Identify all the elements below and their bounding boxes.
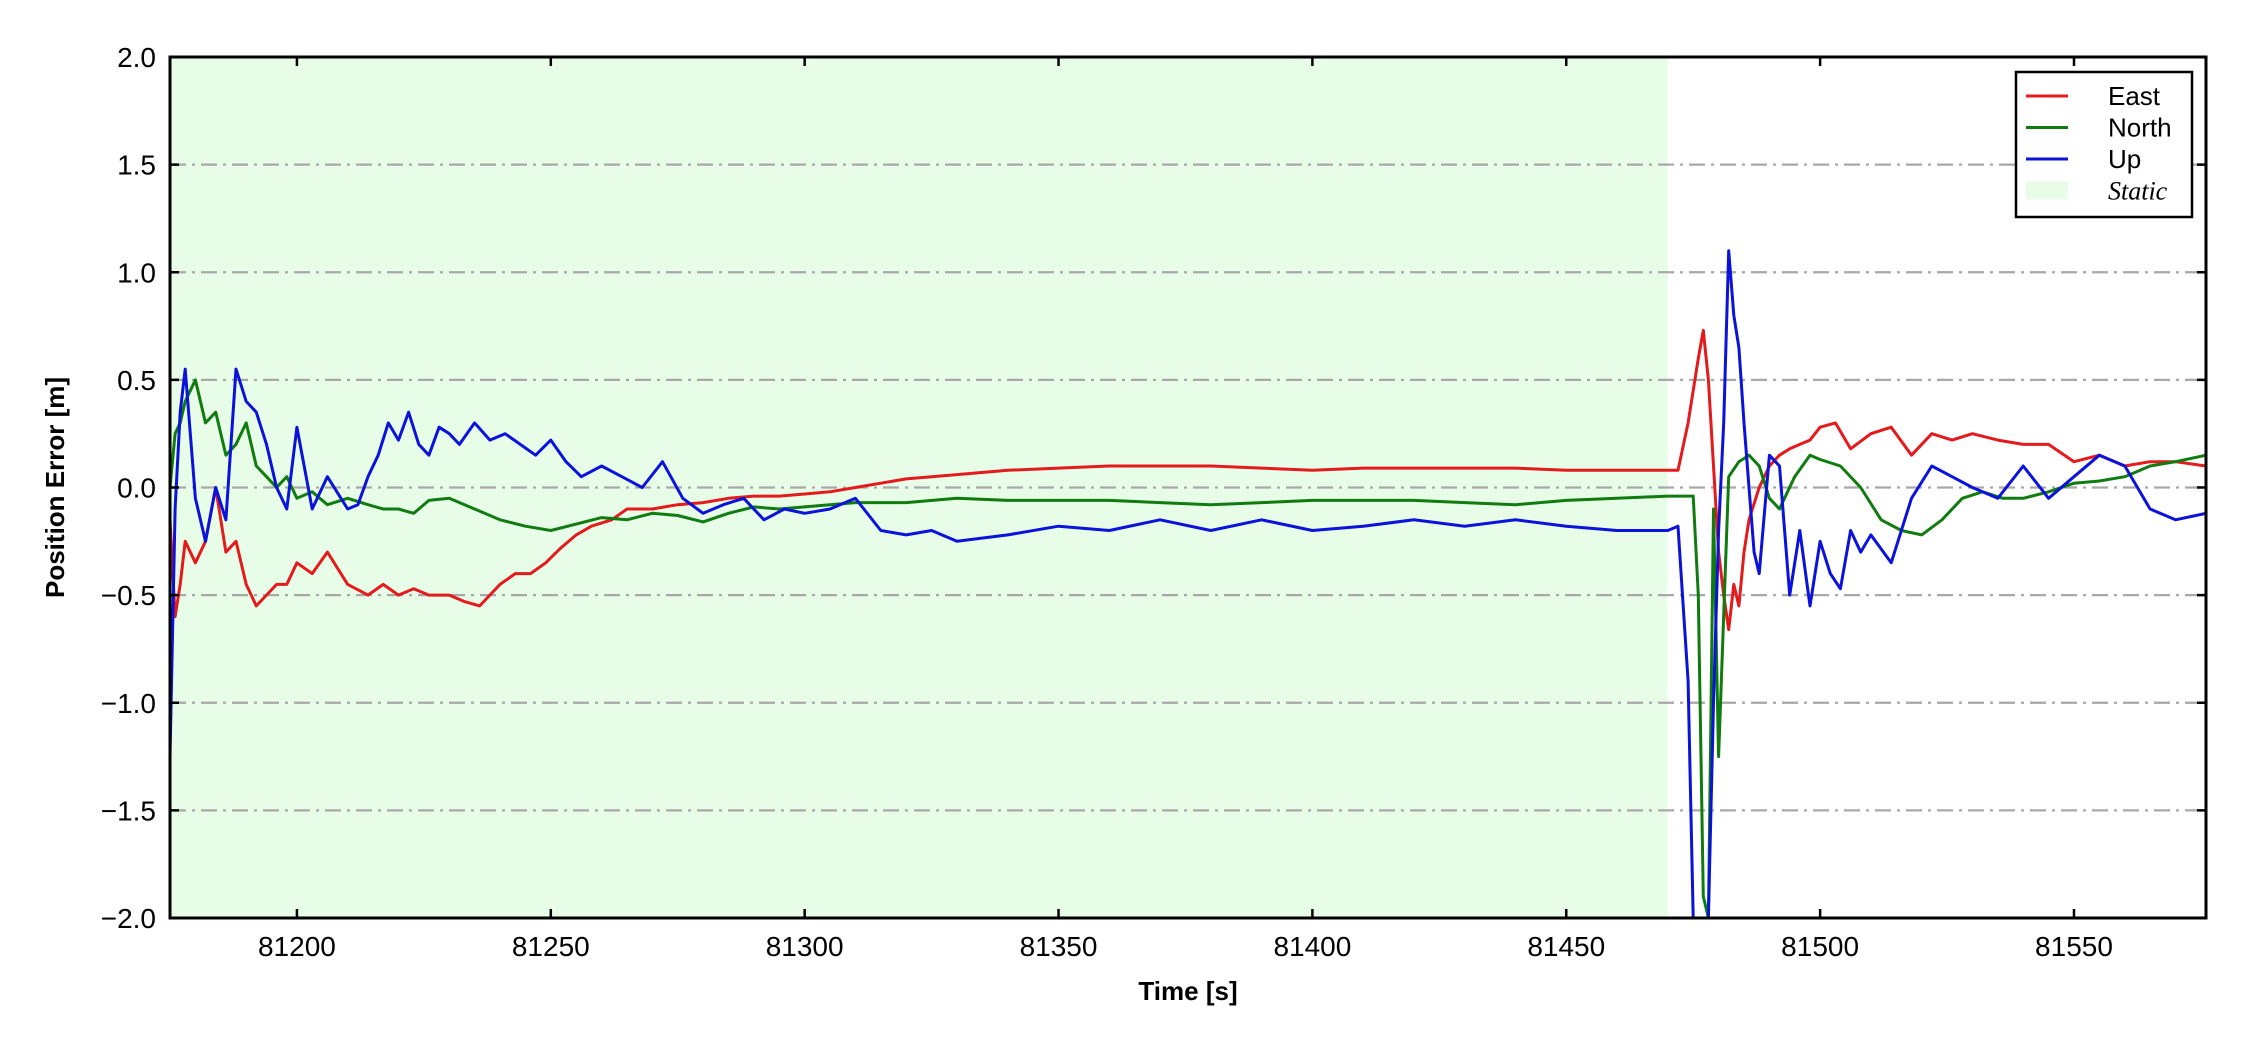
grid-layer (170, 163, 2206, 812)
y-tick-label: −2.0 (101, 903, 156, 934)
series-line-up (170, 249, 2206, 918)
x-tick-label: 81300 (766, 931, 844, 962)
x-tick-label: 81500 (1781, 931, 1859, 962)
y-tick-label: −1.5 (101, 795, 156, 826)
x-tick-label: 81350 (1020, 931, 1098, 962)
y-axis-title: Position Error [m] (40, 377, 70, 598)
y-tick-label: −0.5 (101, 580, 156, 611)
x-tick-label: 81450 (1527, 931, 1605, 962)
legend-label-static: Static (2108, 177, 2168, 206)
series-layer (170, 249, 2206, 918)
series-group (170, 249, 2206, 918)
x-tick-label: 81400 (1273, 931, 1351, 962)
y-tick-label: 0.0 (117, 473, 156, 504)
y-tick-label: 0.5 (117, 365, 156, 396)
ticks-layer: 2.0 1.5 1.0 0.5 0.0 −0.5 −1.0 −1.5 −2.0 81200 8125… (101, 42, 2206, 962)
x-tick-label: 81550 (2035, 931, 2113, 962)
legend-label-north: North (2108, 113, 2172, 143)
x-tick-label: 81200 (258, 931, 336, 962)
legend-label-east: East (2108, 81, 2161, 111)
legend-label-up: Up (2108, 144, 2141, 174)
x-tick-label: 81250 (512, 931, 590, 962)
y-tick-label: 2.0 (117, 42, 156, 73)
y-tick-label: 1.5 (117, 150, 156, 181)
y-tick-label: 1.0 (117, 257, 156, 288)
y-tick-label: −1.0 (101, 688, 156, 719)
series-line-east (170, 328, 2206, 632)
x-axis-title: Time [s] (1138, 976, 1237, 1006)
legend-swatch-static (2026, 181, 2068, 200)
